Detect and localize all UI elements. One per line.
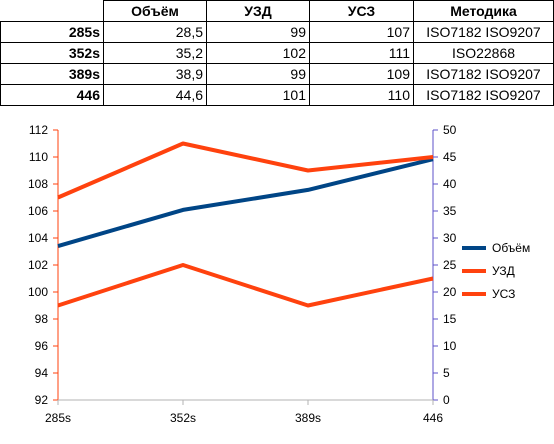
x-axis-tick-label: 352s xyxy=(170,411,196,425)
left-axis-tick-label: 96 xyxy=(35,339,49,353)
x-axis-tick-label: 285s xyxy=(45,411,71,425)
cell-usz[interactable]: 111 xyxy=(309,42,414,64)
right-axis-tick-label: 15 xyxy=(443,312,457,326)
cell-volume[interactable]: 28,5 xyxy=(103,21,207,43)
cell-uzd[interactable]: 99 xyxy=(206,63,310,85)
cell-volume[interactable]: 38,9 xyxy=(103,63,207,85)
chart-axes: 92 94 96 98 100 102 104 106 108 110 112 0 5 10 15 20 25 3… xyxy=(28,123,457,425)
cell-uzd[interactable]: 102 xyxy=(206,42,310,64)
cell-uzd[interactable]: 99 xyxy=(206,21,310,43)
chart-legend[interactable]: Объём УЗД УСЗ xyxy=(462,241,530,301)
right-axis-tick-label: 40 xyxy=(443,177,457,191)
right-axis-tick-label: 35 xyxy=(443,204,457,218)
cell-usz[interactable]: 110 xyxy=(309,84,414,106)
legend-label: УЗД xyxy=(492,264,515,278)
row-label[interactable]: 352s xyxy=(0,42,104,64)
table-row: 285s 28,5 99 107 ISO7182 ISO9207 xyxy=(0,21,554,43)
legend-label: УСЗ xyxy=(492,287,515,301)
x-axis-tick-label: 389s xyxy=(295,411,321,425)
chart-series xyxy=(57,141,434,308)
row-label[interactable]: 446 xyxy=(0,84,104,106)
right-axis-tick-label: 30 xyxy=(443,231,457,245)
left-axis-tick-label: 100 xyxy=(28,285,48,299)
table-row: 446 44,6 101 110 ISO7182 ISO9207 xyxy=(0,84,554,106)
right-axis-tick-label: 10 xyxy=(443,339,457,353)
left-axis-tick-label: 104 xyxy=(28,231,48,245)
cell-usz[interactable]: 109 xyxy=(309,63,414,85)
left-axis-tick-label: 92 xyxy=(35,393,49,407)
series-line-2 xyxy=(57,263,434,308)
cell-method[interactable]: ISO22868 xyxy=(413,42,554,64)
left-axis-tick-label: 94 xyxy=(35,366,49,380)
right-axis-tick-label: 20 xyxy=(443,285,457,299)
cell-method[interactable]: ISO7182 ISO9207 xyxy=(413,21,554,43)
right-axis-tick-label: 50 xyxy=(443,123,457,137)
header-volume[interactable]: Объём xyxy=(103,0,207,22)
cell-usz[interactable]: 107 xyxy=(309,21,414,43)
series-line-1 xyxy=(57,157,434,249)
line-chart[interactable]: 92 94 96 98 100 102 104 106 108 110 112 0 5 10 15 20 25 3… xyxy=(0,108,554,444)
table-row: 389s 38,9 99 109 ISO7182 ISO9207 xyxy=(0,63,554,85)
left-axis-tick-label: 106 xyxy=(28,204,48,218)
header-method[interactable]: Методика xyxy=(413,0,554,22)
left-axis-tick-label: 112 xyxy=(29,123,48,137)
header-uzd[interactable]: УЗД xyxy=(206,0,310,22)
cell-volume[interactable]: 35,2 xyxy=(103,42,207,64)
left-axis-tick-label: 110 xyxy=(29,150,48,164)
cell-volume[interactable]: 44,6 xyxy=(103,84,207,106)
row-label[interactable]: 389s xyxy=(0,63,104,85)
cell-uzd[interactable]: 101 xyxy=(206,84,310,106)
data-table: Объём УЗД УСЗ Методика 285s 28,5 99 107 … xyxy=(0,0,554,106)
right-axis-tick-label: 25 xyxy=(443,258,457,272)
left-axis-tick-label: 98 xyxy=(35,312,49,326)
cell-method[interactable]: ISO7182 ISO9207 xyxy=(413,84,554,106)
left-axis-tick-label: 108 xyxy=(28,177,48,191)
right-axis-tick-label: 5 xyxy=(443,366,450,380)
left-axis-tick-label: 102 xyxy=(28,258,48,272)
table-header-row: Объём УЗД УСЗ Методика xyxy=(1,0,554,22)
legend-label: Объём xyxy=(492,241,530,255)
cell-method[interactable]: ISO7182 ISO9207 xyxy=(413,63,554,85)
right-axis-tick-label: 0 xyxy=(443,393,450,407)
right-axis-tick-label: 45 xyxy=(443,150,457,164)
header-corner xyxy=(1,1,104,22)
x-axis-tick-label: 446 xyxy=(423,411,443,425)
series-line-3 xyxy=(57,141,434,200)
row-label[interactable]: 285s xyxy=(0,21,104,43)
table-row: 352s 35,2 102 111 ISO22868 xyxy=(0,42,554,64)
header-usz[interactable]: УСЗ xyxy=(309,0,414,22)
